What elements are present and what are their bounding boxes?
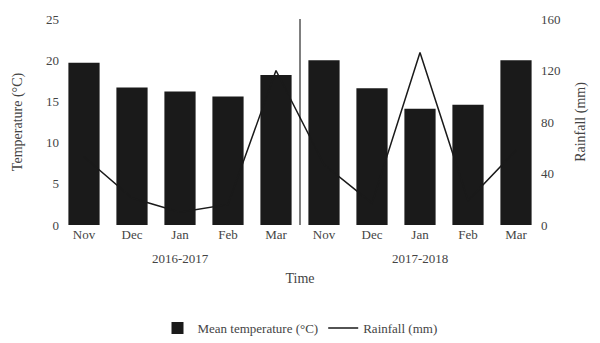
svg-text:Feb: Feb <box>218 227 238 242</box>
svg-text:Temperature (°C): Temperature (°C) <box>10 73 26 172</box>
svg-text:Jan: Jan <box>171 227 189 242</box>
svg-text:80: 80 <box>541 115 554 130</box>
svg-text:10: 10 <box>46 135 59 150</box>
svg-text:Mar: Mar <box>265 227 287 242</box>
svg-text:15: 15 <box>46 94 59 109</box>
svg-text:Rainfall (mm): Rainfall (mm) <box>363 321 437 336</box>
svg-text:160: 160 <box>541 12 561 27</box>
svg-text:Mean temperature (°C): Mean temperature (°C) <box>198 321 319 336</box>
svg-text:120: 120 <box>541 63 561 78</box>
svg-text:2016-2017: 2016-2017 <box>152 251 209 266</box>
svg-text:Mar: Mar <box>505 227 527 242</box>
svg-text:Feb: Feb <box>458 227 478 242</box>
svg-text:0: 0 <box>53 218 60 233</box>
svg-text:40: 40 <box>541 166 554 181</box>
svg-text:2017-2018: 2017-2018 <box>392 251 448 266</box>
svg-text:Rainfall (mm): Rainfall (mm) <box>573 82 589 162</box>
svg-text:5: 5 <box>53 176 60 191</box>
svg-text:0: 0 <box>541 218 548 233</box>
svg-text:Dec: Dec <box>362 227 383 242</box>
svg-text:Nov: Nov <box>73 227 96 242</box>
svg-text:20: 20 <box>46 53 59 68</box>
svg-text:25: 25 <box>46 12 59 27</box>
svg-text:Dec: Dec <box>122 227 143 242</box>
svg-text:Jan: Jan <box>411 227 429 242</box>
svg-text:Nov: Nov <box>313 227 336 242</box>
svg-text:Time: Time <box>285 271 314 286</box>
